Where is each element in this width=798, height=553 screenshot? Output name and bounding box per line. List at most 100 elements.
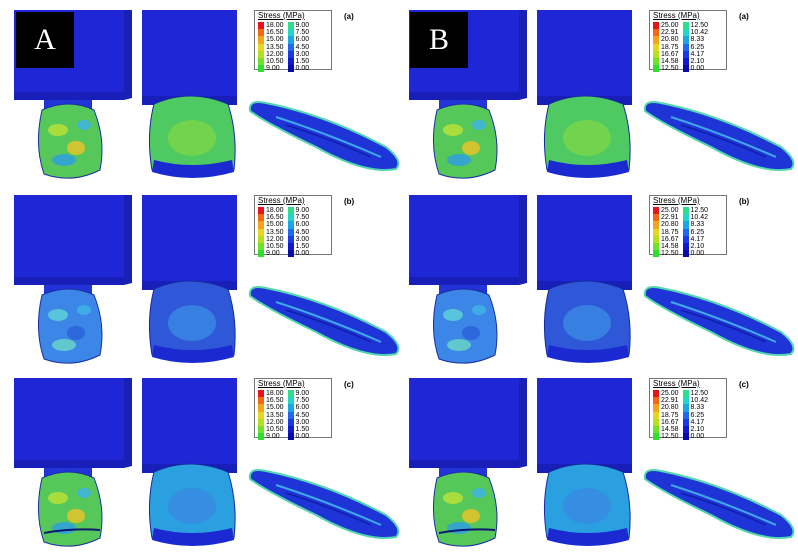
legend-swatch: [653, 65, 659, 73]
legend-entry: 18.75: [653, 411, 679, 419]
legend-swatch: [653, 242, 659, 251]
legend-entry: 10.42: [682, 397, 708, 405]
legend-entry: 3.00: [287, 235, 309, 243]
legend-swatch: [287, 433, 294, 441]
legend-value: 12.00: [266, 418, 284, 426]
legend-value: 12.00: [266, 50, 284, 58]
legend-title: Stress (MPa): [653, 196, 700, 205]
legend-value: 25.00: [661, 390, 679, 398]
legend-swatch: [258, 214, 264, 222]
legend-swatch: [682, 57, 689, 66]
legend-entry: 13.50: [258, 411, 284, 419]
legend-value: 13.50: [266, 43, 284, 51]
legend-swatch: [287, 235, 294, 243]
legend-value: 7.50: [295, 397, 310, 405]
legend-swatch: [682, 425, 689, 434]
legend-entry: 4.17: [682, 418, 709, 426]
legend-entry: 0.00: [682, 65, 709, 73]
legend-entry: 22.91: [653, 397, 679, 405]
legend-column: 9.00 7.50 6.00 4.50 3.00 1.50 0.00: [287, 207, 310, 258]
legend-entry: 2.10: [682, 242, 709, 251]
legend-swatch: [287, 22, 294, 30]
model-section-view: [246, 463, 406, 548]
legend-entry: 8.33: [682, 404, 709, 412]
model-section-view: [641, 280, 798, 365]
legend-entry: 12.50: [653, 250, 679, 258]
legend-value: 18.00: [266, 207, 284, 215]
legend-entry: 12.50: [682, 22, 709, 30]
legend-value: 0.00: [295, 250, 310, 258]
legend-value: 16.67: [661, 418, 679, 426]
legend-value: 0.00: [690, 433, 705, 441]
legend-value: 18.75: [661, 411, 679, 419]
legend-entry: 8.33: [682, 36, 709, 44]
legend-entry: 7.50: [287, 29, 309, 37]
row-label: (c): [344, 380, 354, 389]
legend-entry: 20.80: [653, 36, 679, 44]
legend-value: 1.50: [295, 58, 310, 66]
legend-entry: 6.00: [287, 404, 310, 412]
legend-value: 6.00: [295, 404, 310, 412]
legend-entry: 1.50: [287, 425, 309, 434]
legend-entry: 4.17: [682, 50, 709, 58]
legend-entry: 14.58: [653, 242, 679, 251]
legend-value: 4.17: [690, 418, 705, 426]
legend-entry: 15.00: [258, 221, 284, 229]
legend-entry: 7.50: [287, 397, 310, 405]
legend-entry: 0.00: [682, 250, 709, 258]
legend-swatch: [682, 235, 689, 243]
model-front-view: [142, 195, 247, 370]
legend-value: 0.00: [295, 65, 310, 73]
legend-value: 14.58: [661, 426, 679, 434]
legend-swatch: [287, 425, 294, 434]
legend-value: 9.00: [295, 390, 310, 398]
legend-entry: 10.50: [258, 57, 284, 66]
legend-entry: 16.50: [258, 214, 284, 222]
legend-value: 16.67: [661, 235, 679, 243]
legend-swatch: [653, 250, 659, 258]
legend-value: 4.17: [690, 50, 705, 58]
legend-value: 12.50: [690, 390, 709, 398]
legend-value: 15.00: [266, 36, 284, 44]
model-perspective-view: [14, 195, 136, 370]
legend-entry: 3.00: [287, 418, 309, 426]
legend-swatch: [653, 397, 659, 405]
legend-column: 9.00 7.50 6.00 4.50 3.00 1.50 0.00: [287, 390, 310, 441]
legend-swatch: [287, 397, 294, 405]
legend-swatch: [287, 43, 294, 51]
legend-entry: 16.67: [653, 418, 679, 426]
legend-value: 12.50: [690, 22, 709, 30]
legend-value: 0.00: [690, 65, 705, 73]
legend-value: 7.50: [295, 214, 310, 222]
legend-value: 6.00: [295, 221, 310, 229]
legend-swatch: [258, 242, 264, 251]
legend-column: 12.50 10.42 8.33 6.25 4.17 2.10 0.00: [682, 390, 709, 441]
legend-value: 9.00: [295, 22, 310, 30]
legend-entry: 18.75: [653, 43, 679, 51]
legend-swatch: [682, 36, 689, 44]
legend-entry: 6.25: [682, 43, 709, 51]
legend-value: 18.75: [661, 228, 679, 236]
row-label: (b): [739, 197, 750, 206]
legend-swatch: [653, 207, 659, 215]
legend-value: 8.33: [690, 221, 705, 229]
legend-value: 0.00: [295, 433, 310, 441]
legend-value: 13.50: [266, 228, 284, 236]
legend-entry: 12.50: [653, 65, 679, 73]
legend-entry: 0.00: [287, 65, 310, 73]
legend-swatch: [653, 425, 659, 434]
legend-value: 4.50: [295, 43, 310, 51]
legend-swatch: [287, 404, 294, 412]
legend-swatch: [287, 418, 294, 426]
legend-entry: 18.75: [653, 228, 679, 236]
legend-swatch: [287, 57, 294, 66]
legend-value: 15.00: [266, 404, 284, 412]
legend-value: 16.50: [266, 29, 284, 37]
legend-value: 4.17: [690, 235, 705, 243]
legend-swatch: [287, 250, 294, 258]
legend-value: 15.00: [266, 221, 284, 229]
legend-column: 18.00 16.50 15.00 13.50 12.00 10.50 9.00: [258, 207, 284, 258]
legend-swatch: [287, 228, 294, 236]
legend-entry: 20.80: [653, 221, 679, 229]
legend-value: 22.91: [661, 397, 679, 405]
